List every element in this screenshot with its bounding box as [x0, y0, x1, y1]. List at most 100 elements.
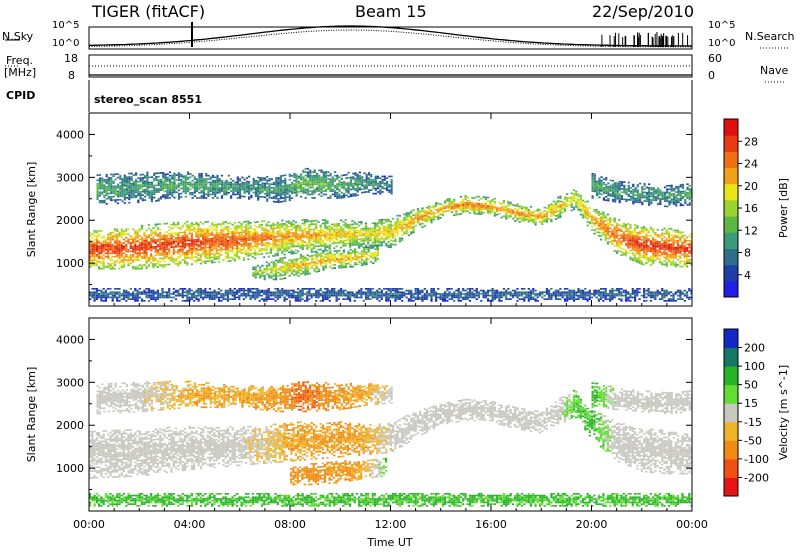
echo-cell	[275, 195, 278, 198]
echo-cell	[177, 226, 180, 229]
echo-cell	[672, 246, 675, 249]
echo-cell	[101, 186, 104, 188]
echo-cell	[286, 192, 289, 195]
echo-cell	[93, 231, 96, 234]
echo-cell	[104, 243, 107, 246]
echo-cell	[105, 173, 108, 176]
echo-cell	[354, 194, 357, 197]
echo-cell	[351, 239, 354, 241]
echo-cell	[649, 260, 652, 263]
echo-cell	[136, 233, 139, 236]
echo-cell	[186, 227, 189, 230]
echo-cell	[351, 220, 354, 222]
echo-cell	[321, 219, 325, 221]
echo-cell	[297, 185, 300, 188]
nave-label: Nave	[760, 64, 789, 77]
echo-cell	[96, 189, 99, 192]
echo-cell	[186, 236, 189, 239]
echo-cell	[198, 188, 201, 191]
echo-cell	[119, 181, 122, 184]
echo-cell	[370, 184, 373, 186]
echo-cell	[257, 193, 260, 196]
echo-cell	[403, 222, 406, 224]
echo-cell	[614, 199, 617, 201]
echo-cell	[643, 253, 646, 256]
echo-cell	[118, 247, 121, 249]
echo-cell	[645, 191, 648, 194]
echo-cell	[649, 243, 652, 246]
echo-cell	[639, 198, 642, 200]
echo-cell	[690, 258, 692, 261]
echo-cell	[214, 185, 217, 187]
echo-cell	[623, 188, 626, 190]
echo-cell	[328, 239, 331, 241]
echo-cell	[132, 193, 135, 195]
echo-cell	[389, 234, 392, 237]
echo-cell	[190, 222, 193, 224]
echo-cell	[335, 230, 338, 232]
echo-cell	[98, 252, 101, 255]
echo-cell	[170, 256, 173, 259]
echo-cell	[615, 229, 619, 232]
echo-cell	[618, 219, 621, 221]
echo-cell	[326, 236, 329, 238]
echo-cell	[625, 188, 628, 191]
echo-cell	[317, 240, 320, 242]
echo-cell	[380, 237, 383, 240]
echo-cell	[105, 179, 108, 181]
echo-cell	[650, 192, 653, 194]
echo-cell	[638, 258, 641, 261]
echo-cell	[475, 207, 478, 210]
echo-cell	[91, 247, 94, 249]
echo-cell	[302, 171, 305, 174]
echo-cell	[347, 176, 350, 179]
echo-cell	[328, 235, 331, 238]
echo-cell	[248, 192, 251, 195]
echo-cell	[387, 237, 390, 240]
echo-cell	[324, 222, 327, 225]
echo-cell	[444, 210, 447, 213]
echo-cell	[168, 244, 171, 247]
echo-cell	[275, 190, 278, 193]
echo-cell	[329, 185, 332, 187]
echo-cell	[613, 233, 616, 235]
echo-cell	[367, 243, 370, 245]
echo-cell	[487, 210, 490, 213]
echo-cell	[352, 195, 355, 197]
echo-cell	[620, 235, 623, 238]
echo-cell	[195, 261, 198, 263]
echo-cell	[205, 188, 208, 191]
echo-cell	[534, 215, 537, 217]
echo-cell	[351, 240, 354, 243]
echo-cell	[527, 214, 530, 216]
echo-cell	[231, 241, 234, 243]
echo-cell	[292, 232, 295, 234]
echo-cell	[292, 233, 295, 236]
echo-cell	[120, 245, 123, 248]
echo-cell	[593, 210, 596, 213]
echo-cell	[627, 236, 630, 239]
echo-cell	[290, 245, 293, 248]
echo-cell	[205, 173, 208, 175]
echo-cell	[480, 208, 483, 210]
echo-cell	[380, 241, 383, 243]
echo-cell	[150, 254, 153, 257]
echo-cell	[238, 250, 241, 253]
echo-cell	[353, 230, 356, 232]
echo-cell	[302, 190, 305, 192]
echo-cell	[214, 188, 217, 191]
echo-cell	[163, 257, 166, 259]
echo-cell	[116, 254, 119, 256]
echo-cell	[634, 246, 637, 249]
echo-cell	[257, 199, 260, 201]
echo-cell	[471, 209, 474, 211]
echo-cell	[313, 169, 316, 172]
echo-cell	[349, 183, 352, 186]
echo-cell	[661, 248, 664, 250]
echo-cell	[309, 173, 312, 175]
echo-cell	[276, 221, 279, 224]
echo-cell	[656, 251, 659, 253]
echo-cell	[681, 248, 684, 251]
echo-cell	[171, 193, 174, 196]
echo-cell	[389, 244, 392, 247]
